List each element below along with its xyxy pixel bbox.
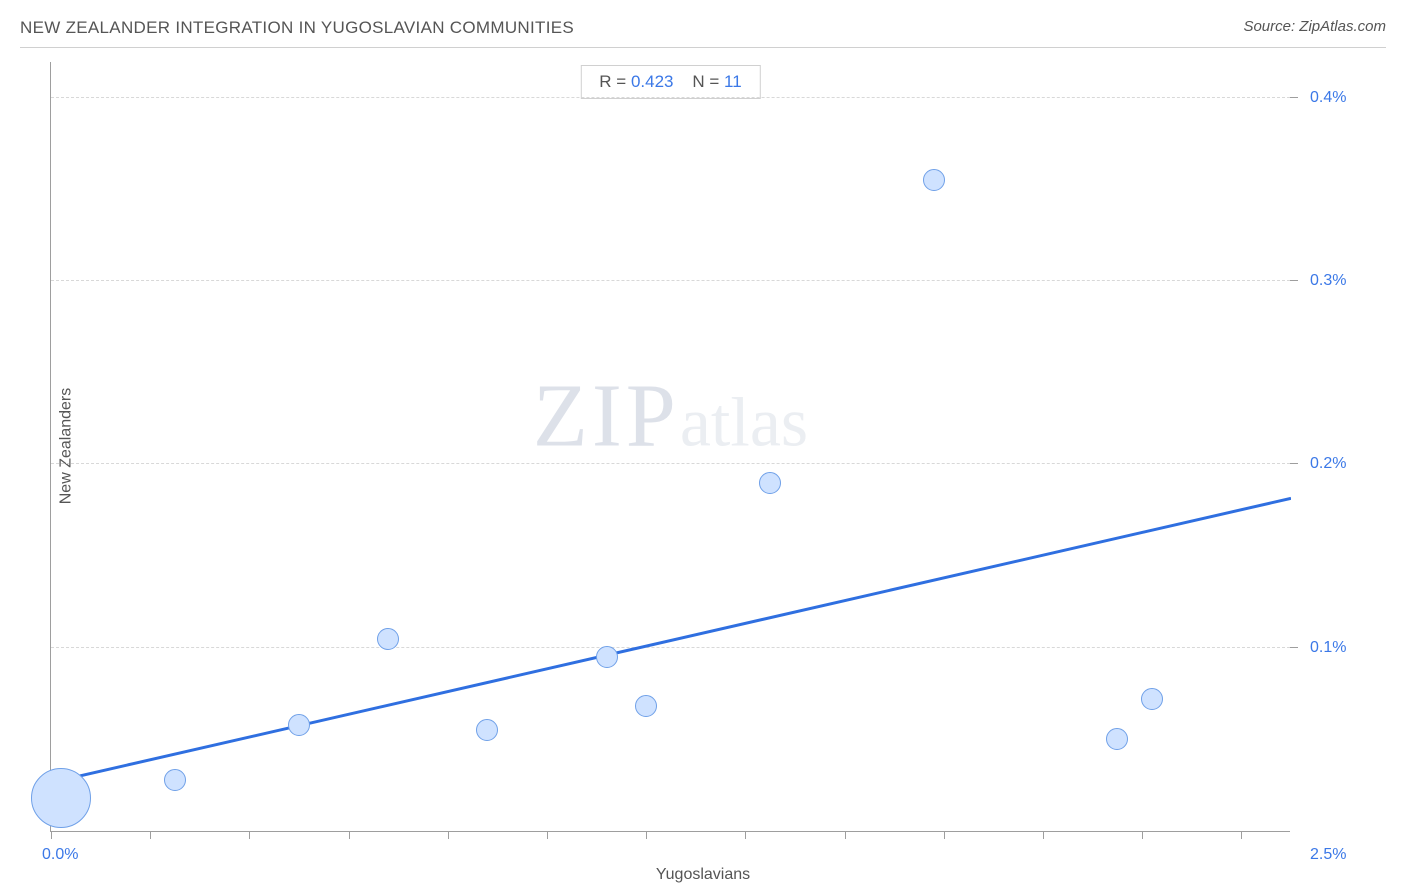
watermark: ZIPatlas <box>533 364 808 467</box>
x-tick <box>1142 831 1143 839</box>
r-value: 0.423 <box>631 72 674 91</box>
x-tick-label-end: 2.5% <box>1310 846 1346 864</box>
x-tick-label-start: 0.0% <box>42 846 78 864</box>
y-tick-label: 0.4% <box>1310 89 1346 107</box>
gridline <box>51 647 1290 648</box>
gridline <box>51 463 1290 464</box>
data-point[interactable] <box>596 646 618 668</box>
y-tick <box>1290 97 1298 98</box>
y-tick-label: 0.3% <box>1310 272 1346 290</box>
data-point[interactable] <box>164 769 186 791</box>
data-point[interactable] <box>31 768 91 828</box>
r-label: R = <box>599 72 631 91</box>
gridline <box>51 280 1290 281</box>
y-tick <box>1290 463 1298 464</box>
n-value: 11 <box>724 72 742 91</box>
x-tick <box>745 831 746 839</box>
data-point[interactable] <box>377 628 399 650</box>
watermark-small: atlas <box>680 384 808 461</box>
data-point[interactable] <box>759 472 781 494</box>
chart-header: NEW ZEALANDER INTEGRATION IN YUGOSLAVIAN… <box>20 18 1386 48</box>
watermark-big: ZIP <box>533 366 680 465</box>
x-axis-label: Yugoslavians <box>656 866 750 884</box>
n-label: N = <box>692 72 724 91</box>
data-point[interactable] <box>635 695 657 717</box>
x-tick <box>1043 831 1044 839</box>
stats-box: R = 0.423 N = 11 <box>580 65 760 99</box>
y-tick-label: 0.2% <box>1310 455 1346 473</box>
data-point[interactable] <box>288 714 310 736</box>
y-tick-label: 0.1% <box>1310 639 1346 657</box>
chart-title: NEW ZEALANDER INTEGRATION IN YUGOSLAVIAN… <box>20 18 574 37</box>
x-tick <box>547 831 548 839</box>
x-tick <box>646 831 647 839</box>
x-tick <box>448 831 449 839</box>
data-point[interactable] <box>1141 688 1163 710</box>
data-point[interactable] <box>1106 728 1128 750</box>
x-tick <box>349 831 350 839</box>
gridline <box>51 97 1290 98</box>
x-tick <box>150 831 151 839</box>
data-point[interactable] <box>923 169 945 191</box>
source-credit: Source: ZipAtlas.com <box>1243 18 1386 35</box>
scatter-plot: ZIPatlas R = 0.423 N = 11 <box>50 62 1290 832</box>
x-tick <box>51 831 52 839</box>
data-point[interactable] <box>476 719 498 741</box>
y-tick <box>1290 647 1298 648</box>
y-tick <box>1290 280 1298 281</box>
x-tick <box>944 831 945 839</box>
x-tick <box>845 831 846 839</box>
trend-line <box>51 62 1291 832</box>
x-tick <box>249 831 250 839</box>
x-tick <box>1241 831 1242 839</box>
